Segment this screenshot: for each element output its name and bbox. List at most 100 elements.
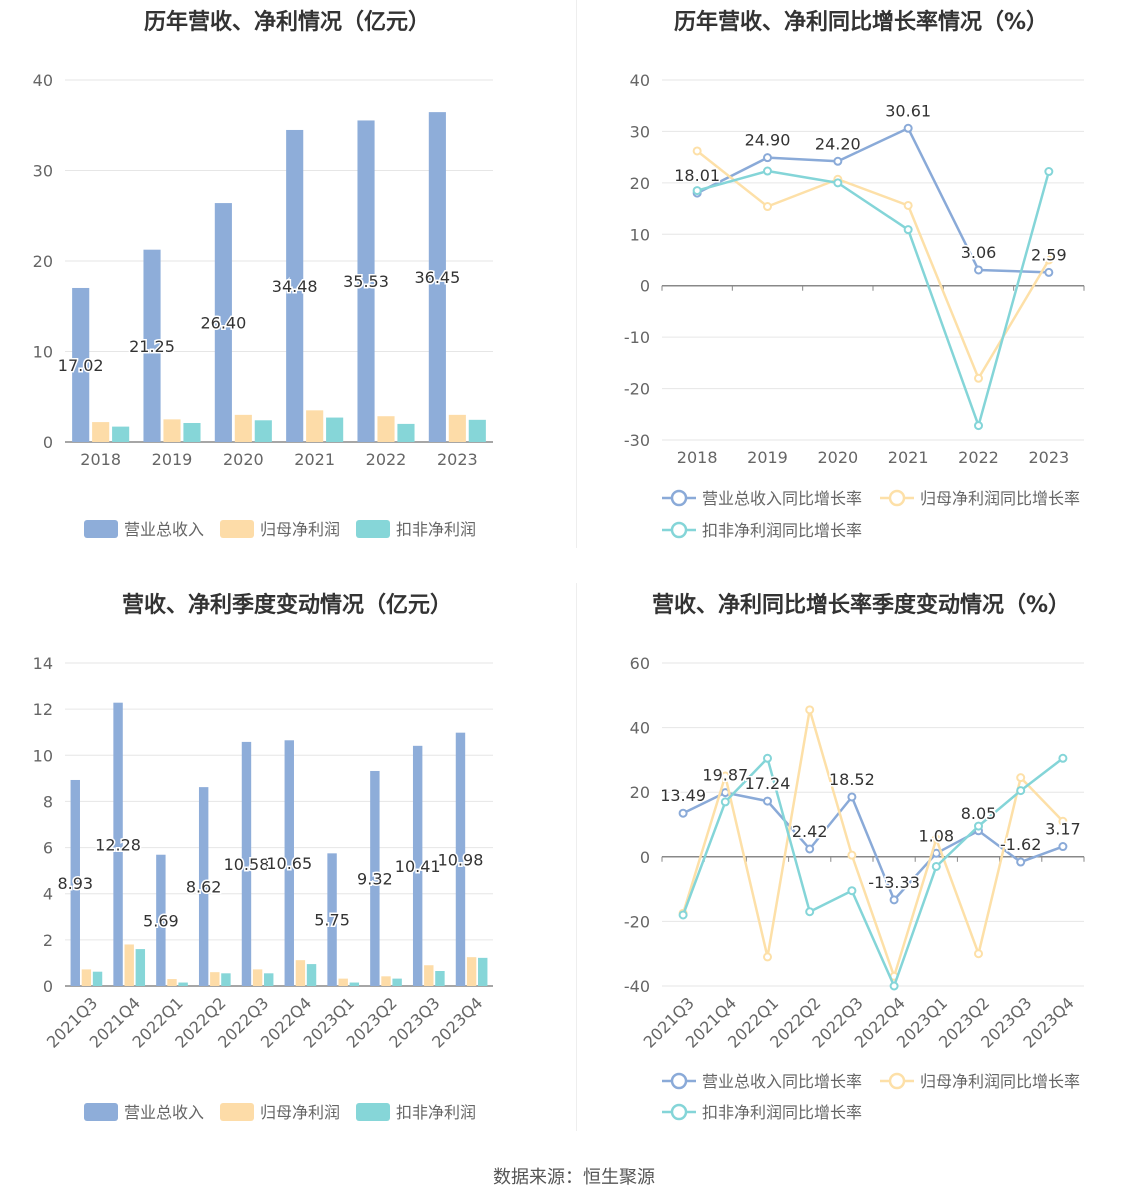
bar [468,419,486,442]
legend-marker [670,521,688,539]
y-tick-label: -20 [624,380,650,399]
legend-swatch [356,520,390,538]
line-data-label: 24.90 [745,131,791,150]
y-tick-label: 0 [640,848,650,867]
x-tick-label: 2018 [80,450,121,469]
bar [448,414,466,442]
bar [156,854,166,986]
data-point [763,153,772,163]
legend-label: 归母净利润 [260,520,340,539]
legend-marker [670,1072,688,1090]
y-tick-label: 2 [43,931,53,950]
y-tick-label: 40 [630,719,650,738]
legend-label: 归母净利润 [260,1103,340,1122]
annual-growth-rate-chart: -30 -20 -10 0 10 20 30 40 2018 2019 2020 2021 2022 20… [624,71,1085,540]
data-point [720,771,730,781]
data-point [847,886,857,896]
bar [92,971,103,986]
legend-item: 营业总收入同比增长率 [662,489,862,508]
legend-label: 扣非净利润 [396,1103,476,1122]
y-tick-label: 10 [33,746,53,765]
bar [357,120,375,443]
data-point [974,373,983,383]
line-data-label: 2.59 [1031,245,1067,264]
line-data-label: 18.52 [829,770,875,789]
data-point [1058,816,1068,826]
bar [221,973,231,986]
bar [327,853,337,986]
y-tick-label: 30 [630,122,650,141]
y-tick-label: 20 [630,174,650,193]
data-point [1044,255,1054,265]
bar-data-label: 35.53 [343,272,389,291]
data-point [692,186,702,196]
bar [455,732,466,986]
bar-data-label: 10.65 [266,854,312,873]
bar-data-label: 10.58 [224,855,270,874]
data-point [833,156,843,166]
data-point [833,178,843,188]
data-point [1058,842,1068,852]
x-tick-label: 2022 [958,448,999,467]
y-tick-label: 40 [630,71,650,90]
bar [254,420,272,442]
plot-area: 024681012142021Q32021Q42022Q12022Q22022Q… [33,654,493,1122]
bar [214,203,232,442]
bar [370,770,380,986]
bar-data-label: 5.69 [143,911,179,930]
bar [306,964,317,986]
legend-label: 营业总收入同比增长率 [702,489,862,508]
legend-marker [670,1103,688,1121]
x-tick-label: 2019 [152,450,193,469]
y-tick-label: 20 [33,252,53,271]
bar [241,741,252,986]
bar [326,417,344,442]
bar [466,957,477,986]
plot-area: 0 10 20 30 40 2018 2019 2020 2021 2022 2023 17.02 21… [33,71,493,539]
data-point [974,949,983,959]
bar [234,414,252,442]
x-tick-label: 2020 [223,450,264,469]
bar [392,978,402,986]
data-point [974,265,983,275]
legend-item: 扣非净利润同比增长率 [662,1103,862,1122]
legend-label: 归母净利润同比增长率 [920,489,1080,508]
bar [124,944,134,986]
bar [143,249,161,442]
series-line [682,791,1064,902]
bar [295,960,306,986]
data-point [889,981,899,991]
data-point [931,861,941,871]
bar [284,740,294,986]
x-tick-label: 2021 [294,450,335,469]
line-data-label: 19.87 [702,766,748,785]
y-tick-label: -10 [624,328,650,347]
data-point [763,753,772,763]
data-point [678,808,688,818]
panel-divider-top [576,0,577,548]
y-tick-label: 14 [33,654,53,673]
y-tick-label: -20 [624,912,650,931]
bar [377,416,395,442]
data-point [763,202,772,212]
y-tick-label: 10 [33,343,53,362]
bar-data-label: 10.41 [395,857,441,876]
bar [412,745,423,986]
bar [70,779,80,986]
bar [198,787,209,986]
bar-data-label: 21.25 [129,337,175,356]
legend-label: 扣非净利润同比增长率 [702,521,862,540]
data-point [974,821,983,831]
series-line [696,149,1050,380]
legend-item: 营业总收入 [84,1103,204,1122]
series-line [681,708,1064,978]
legend-item: 扣非净利润同比增长率 [662,521,862,540]
y-tick-label: 30 [33,162,53,181]
legend-swatch [220,520,254,538]
data-point [1016,857,1026,867]
y-tick-label: 8 [43,792,53,811]
annual-revenue-profit-chart: 0 10 20 30 40 2018 2019 2020 2021 2022 2023 17.02 21… [33,71,493,539]
line-data-label: 1.08 [918,826,954,845]
line-data-label: 24.20 [815,134,861,153]
legend-swatch [220,1103,254,1121]
